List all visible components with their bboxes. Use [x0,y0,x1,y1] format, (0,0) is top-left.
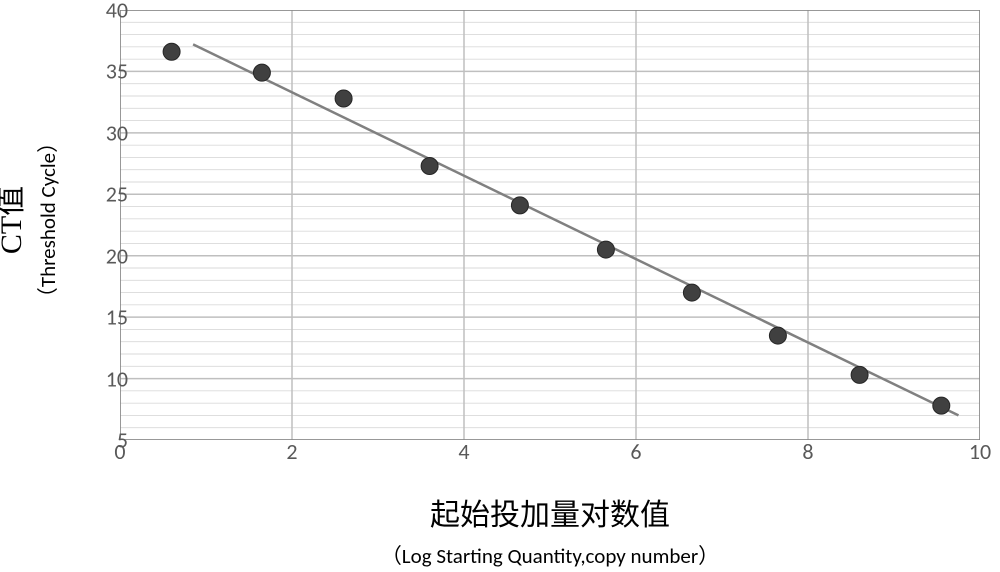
y-tick-label: 20 [88,242,128,269]
y-tick-label: 10 [88,365,128,392]
y-axis-title-sub: （Threshold Cycle） [32,132,62,308]
x-axis-title: 起始投加量对数值 （Log Starting Quantity,copy num… [120,490,980,570]
data-point [769,327,786,344]
data-point [597,241,614,258]
figure: CT值 （Threshold Cycle） 510152025303540 02… [0,0,1000,572]
y-tick-label: 40 [88,0,128,24]
x-tick-label: 0 [114,438,125,465]
data-point [851,366,868,383]
data-point [163,43,180,60]
x-tick-label: 6 [630,438,641,465]
x-axis-title-main: 起始投加量对数值 [430,499,670,532]
chart-svg [120,10,980,440]
x-axis-title-sub: （Log Starting Quantity,copy number） [120,540,980,570]
data-point [421,158,438,175]
y-tick-label: 30 [88,119,128,146]
x-tick-label: 4 [458,438,469,465]
y-tick-label: 35 [88,58,128,85]
x-tick-label: 10 [969,438,991,465]
grid-minor [120,22,980,427]
data-point [683,284,700,301]
plot-area [120,10,980,440]
y-tick-label: 15 [88,304,128,331]
data-point [253,64,270,81]
x-tick-label: 2 [286,438,297,465]
data-point [933,397,950,414]
y-tick-label: 25 [88,181,128,208]
data-point [511,197,528,214]
data-point [335,90,352,107]
x-tick-label: 8 [802,438,813,465]
data-points [163,43,950,414]
y-axis-title-main: CT值 [0,186,28,254]
y-axis-title: CT值 （Threshold Cycle） [0,0,48,440]
trendline [193,44,958,415]
